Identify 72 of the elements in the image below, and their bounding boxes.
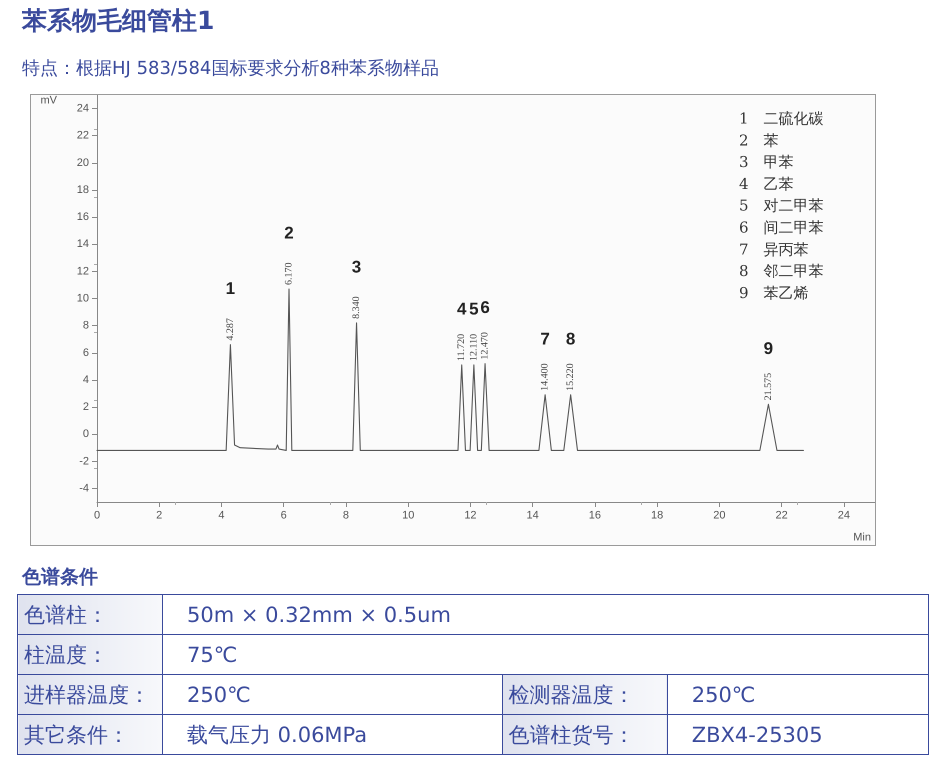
text: 进样器温度： [18,674,162,714]
y-tick-label: 16 [76,211,89,224]
annotation: 8.340 [351,296,362,319]
text: 色谱柱： [18,594,162,634]
annotation: 3 [352,257,362,276]
annotation: 5 [469,299,479,318]
y-tick-label: 10 [76,292,89,304]
annotation: 15.220 [565,363,576,391]
annotation: 9 [764,338,774,358]
annotation: 7 异丙苯 [739,240,809,258]
x-tick-label: 2 [156,510,162,522]
text: 载气压力 0.06MPa [162,714,502,754]
text: 检测器温度： [502,674,668,714]
annotation: 11.720 [456,334,468,361]
x-tick-label: 24 [838,510,850,522]
annotation: 9 苯乙烯 [739,284,809,302]
y-tick-label: 22 [76,130,89,142]
annotation: 2 苯 [739,131,779,150]
y-tick-label: 4 [82,374,89,386]
x-axis-title: Min [853,532,871,544]
y-tick-label: 8 [82,320,89,332]
annotation: 12.470 [480,332,491,360]
y-tick-label: -4 [79,482,89,494]
annotation: 2 [284,224,294,243]
text: 250℃ [162,674,502,714]
annotation: 14.400 [540,363,551,391]
y-tick-label: 24 [76,102,89,115]
annotation: 3 甲苯 [739,153,794,172]
annotation: 6 [480,298,490,318]
x-tick-label: 12 [464,510,477,522]
y-tick-label: -2 [79,455,89,468]
text: 色谱条件 [22,565,98,590]
annotation: 1 二硫化碳 [739,110,824,128]
x-tick-label: 4 [218,510,225,522]
y-tick-label: 2 [82,401,89,414]
x-tick-label: 10 [402,510,414,522]
chart-subtitle: 特点：根据HJ 583/584国标要求分析8种苯系物样品 [22,57,439,80]
annotation: 8 邻二甲苯 [739,262,824,280]
y-tick-label: 6 [82,346,89,359]
annotation: 8 [566,329,576,348]
x-tick-label: 0 [94,510,100,522]
text: 色谱柱货号： [502,714,668,754]
x-tick-label: 6 [280,510,287,522]
annotation: 4 [456,299,467,318]
x-tick-label: 8 [342,510,350,522]
chart-title: 苯系物毛细管柱1 [22,5,214,37]
y-tick-label: 20 [76,156,89,169]
annotation: 6.170 [284,262,295,286]
text: 50m × 0.32mm × 0.5um [162,594,928,634]
annotation: 12.110 [468,334,480,361]
annotation: 4 乙苯 [739,174,794,193]
text: 其它条件： [18,714,162,754]
text: 柱温度： [18,634,162,674]
y-axis-title: mV [40,94,58,106]
y-tick-label: 14 [76,238,89,250]
y-tick-label: 0 [82,428,89,440]
text: ZBX4-25305 [667,714,928,754]
text: 75℃ [162,634,928,674]
annotation: 7 [540,329,550,348]
x-tick-label: 16 [588,510,602,522]
text: 250℃ [667,674,928,714]
x-tick-label: 20 [713,510,726,522]
y-tick-label: 18 [76,184,89,196]
x-tick-label: 14 [526,510,539,522]
annotation: 6 间二甲苯 [739,218,824,236]
annotation: 4.287 [224,318,236,341]
annotation: 1 [226,279,236,298]
annotation: 5 对二甲苯 [739,196,824,215]
y-tick-label: 12 [76,265,89,278]
x-tick-label: 22 [776,510,788,522]
x-tick-label: 18 [651,510,664,522]
annotation: 21.575 [762,372,774,400]
